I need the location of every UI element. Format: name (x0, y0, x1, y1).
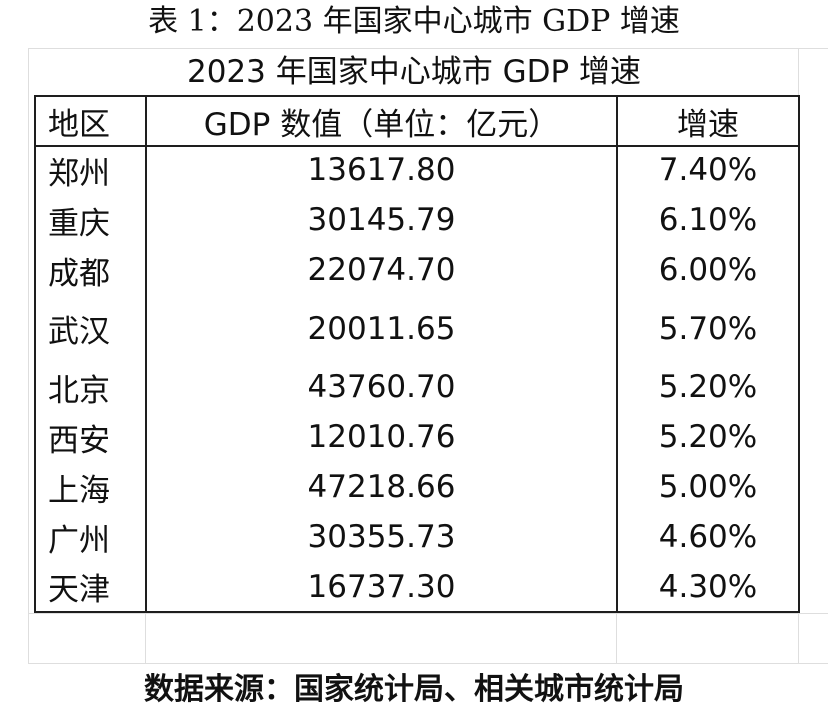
table-row: 天津 16737.30 4.30% (36, 562, 798, 611)
cell-growth-rate: 5.20% (658, 369, 758, 405)
cell-gdp-value: 30355.73 (147, 512, 618, 562)
cell-region: 郑州 (36, 145, 147, 195)
table-row: 北京 43760.70 5.20% (36, 362, 798, 412)
cell-gdp-value: 13617.80 (147, 145, 618, 195)
cell-region: 北京 (36, 362, 147, 412)
header-region: 地区 (36, 97, 147, 145)
cell-gdp-value: 47218.66 (147, 462, 618, 512)
cell-growth-rate: 6.00% (658, 252, 758, 288)
table-row: 西安 12010.76 5.20% (36, 412, 798, 462)
cell-gdp-value: 20011.65 (147, 295, 618, 362)
cell-region: 上海 (36, 462, 147, 512)
cell-growth-rate: 7.40% (658, 152, 758, 188)
cell-gdp-value: 22074.70 (147, 245, 618, 295)
cell-region: 天津 (36, 562, 147, 611)
cell-growth-rate: 5.70% (658, 310, 758, 347)
gdp-growth-table: 地区 GDP 数值（单位：亿元） 增速郑州 13617.80 7.40% 重庆 30145.… (34, 95, 800, 613)
table-header-row: 地区 GDP 数值（单位：亿元） 增速 (36, 97, 798, 147)
cell-gdp-value: 30145.79 (147, 195, 618, 245)
cell-region: 重庆 (36, 195, 147, 245)
cell-region: 武汉 (36, 295, 147, 362)
table-row: 广州 30355.73 4.60% (36, 512, 798, 562)
header-growth-rate: 增速 (677, 106, 739, 143)
cell-growth-rate: 5.20% (658, 419, 758, 455)
cell-growth-rate: 4.60% (658, 519, 758, 555)
cell-gdp-value: 16737.30 (147, 562, 618, 611)
table-row: 重庆 30145.79 6.10% (36, 195, 798, 245)
table-row: 成都 22074.70 6.00% (36, 245, 798, 295)
table-row: 上海 47218.66 5.00% (36, 462, 798, 512)
cell-growth-rate: 4.30% (658, 568, 758, 605)
table-caption: 2023 年国家中心城市 GDP 增速 (186, 54, 642, 90)
cell-gdp-value: 43760.70 (147, 362, 618, 412)
cell-growth-rate: 6.10% (658, 202, 758, 238)
data-source-note: 数据来源：国家统计局、相关城市统计局 (144, 672, 684, 707)
cell-region: 西安 (36, 412, 147, 462)
cell-gdp-value: 12010.76 (147, 412, 618, 462)
cell-region: 广州 (36, 512, 147, 562)
table-row: 郑州 13617.80 7.40% (36, 145, 798, 195)
table-row: 武汉 20011.65 5.70% (36, 295, 798, 362)
cell-growth-rate: 5.00% (658, 469, 758, 505)
cell-region: 成都 (36, 245, 147, 295)
header-gdp-value: GDP 数值（单位：亿元） (147, 97, 618, 145)
document-title: 表 1：2023 年国家中心城市 GDP 增速 (148, 4, 680, 39)
